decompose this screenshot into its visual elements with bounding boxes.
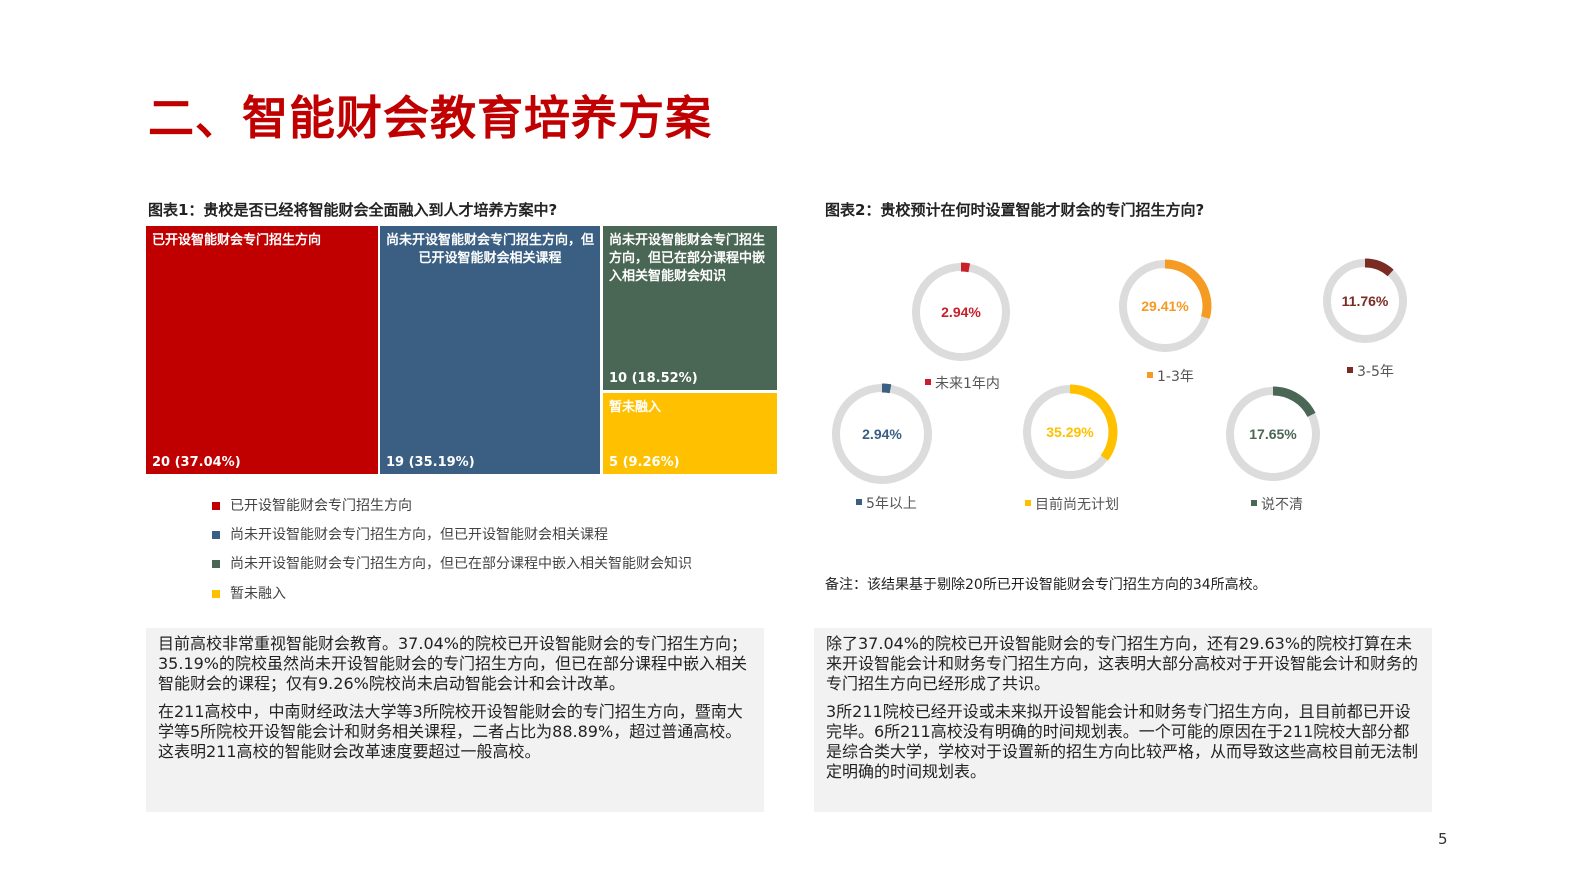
legend-swatch [212, 502, 220, 510]
chart1-title: 图表1：贵校是否已经将智能财会全面融入到人才培养方案中? [148, 201, 558, 219]
donut-value-label: 11.76% [1342, 293, 1389, 309]
paragraph: 除了37.04%的院校已开设智能财会的专门招生方向，还有29.63%的院校打算在… [826, 634, 1419, 693]
legend-label: 1-3年 [1157, 369, 1194, 385]
tile-value: 20 (37.04%) [152, 455, 241, 470]
legend-label: 目前尚无计划 [1035, 496, 1119, 513]
legend-label: 暂未融入 [230, 586, 286, 602]
donut-arc [1069, 384, 1118, 461]
legend-label: 说不清 [1261, 497, 1303, 513]
paragraph: 目前高校非常重视智能财会教育。37.04%的院校已开设智能财会的专门招生方向；3… [158, 634, 748, 693]
legend-label: 未来1年内 [935, 376, 1000, 392]
donut-arc [1272, 386, 1316, 418]
donut-value-label: 2.94% [862, 426, 902, 442]
donut-1: 29.41% 1-3年 [1119, 259, 1212, 385]
chart2-title: 图表2：贵校预计在何时设置智能才财会的专门招生方向? [825, 201, 1205, 219]
donut-4: 35.29% 目前尚无计划 [1023, 384, 1119, 513]
paragraph: 3所211院校已经开设或未来拟开设智能会计和财务专门招生方向，且目前都已开设完毕… [826, 702, 1419, 781]
treemap-tile-3: 暂未融入 5 (9.26%) [603, 393, 777, 474]
donut-5: 17.65% 说不清 [1226, 386, 1320, 513]
donut-arc [1364, 258, 1394, 277]
legend-item: 暂未融入 [212, 583, 286, 603]
treemap-tile-1: 尚未开设智能财会专门招生方向，但已开设智能财会相关课程 19 (35.19%) [380, 226, 600, 474]
donut-value-label: 2.94% [941, 304, 981, 320]
slide-title: 二、智能财会教育培养方案 [148, 91, 712, 145]
legend-swatch [212, 590, 220, 598]
donut-value-label: 29.41% [1141, 298, 1189, 314]
legend-swatch [1251, 500, 1257, 506]
tile-value: 19 (35.19%) [386, 455, 475, 470]
donut-3: 2.94% 5年以上 [832, 383, 932, 512]
legend-swatch [1147, 372, 1153, 378]
donut-value-label: 35.29% [1046, 424, 1094, 440]
chart-note: 备注：该结果基于剔除20所已开设智能财会专门招生方向的34所高校。 [825, 577, 1267, 593]
tile-label: 已开设智能财会专门招生方向 [152, 233, 322, 248]
legend-swatch [212, 531, 220, 539]
legend-item: 尚未开设智能财会专门招生方向，但已在部分课程中嵌入相关智能财会知识 [212, 553, 692, 573]
legend-label: 5年以上 [866, 496, 917, 512]
tile-label: 尚未开设智能财会专门招生方向，但已在部分课程中嵌入相关智能财会知识 [609, 233, 766, 284]
legend-item: 尚未开设智能财会专门招生方向，但已开设智能财会相关课程 [212, 524, 608, 544]
legend-item: 已开设智能财会专门招生方向 [212, 495, 412, 515]
tile-value: 10 (18.52%) [609, 371, 698, 386]
legend-swatch [212, 560, 220, 568]
paragraph: 在211高校中，中南财经政法大学等3所院校开设智能财会的专门招生方向，暨南大学等… [158, 702, 743, 761]
donut-arc [1164, 259, 1212, 319]
legend-label: 尚未开设智能财会专门招生方向，但已开设智能财会相关课程 [230, 527, 608, 543]
tile-label: 暂未融入 [609, 400, 662, 415]
donut-2: 11.76% 3-5年 [1323, 258, 1407, 380]
donut-arc [881, 383, 892, 394]
page-number: 5 [1438, 830, 1448, 848]
left-text-box: 目前高校非常重视智能财会教育。37.04%的院校已开设智能财会的专门招生方向；3… [146, 628, 764, 812]
donut-0: 2.94% 未来1年内 [912, 262, 1010, 392]
right-text-box: 除了37.04%的院校已开设智能财会的专门招生方向，还有29.63%的院校打算在… [814, 628, 1432, 812]
tile-label: 尚未开设智能财会专门招生方向，但已开设智能财会相关课程 [386, 233, 595, 266]
legend-label: 3-5年 [1357, 364, 1394, 380]
legend-label: 已开设智能财会专门招生方向 [230, 498, 412, 514]
tile-value: 5 (9.26%) [609, 455, 680, 470]
treemap-tile-0: 已开设智能财会专门招生方向 20 (37.04%) [146, 226, 378, 474]
treemap-tile-2: 尚未开设智能财会专门招生方向，但已在部分课程中嵌入相关智能财会知识 10 (18… [603, 226, 777, 390]
legend-swatch [1025, 500, 1031, 506]
donut-value-label: 17.65% [1249, 426, 1297, 442]
donut-arc [960, 262, 971, 273]
legend-label: 尚未开设智能财会专门招生方向，但已在部分课程中嵌入相关智能财会知识 [230, 556, 692, 572]
legend-swatch [856, 499, 862, 505]
legend-swatch [1347, 367, 1353, 373]
legend-swatch [925, 379, 931, 385]
